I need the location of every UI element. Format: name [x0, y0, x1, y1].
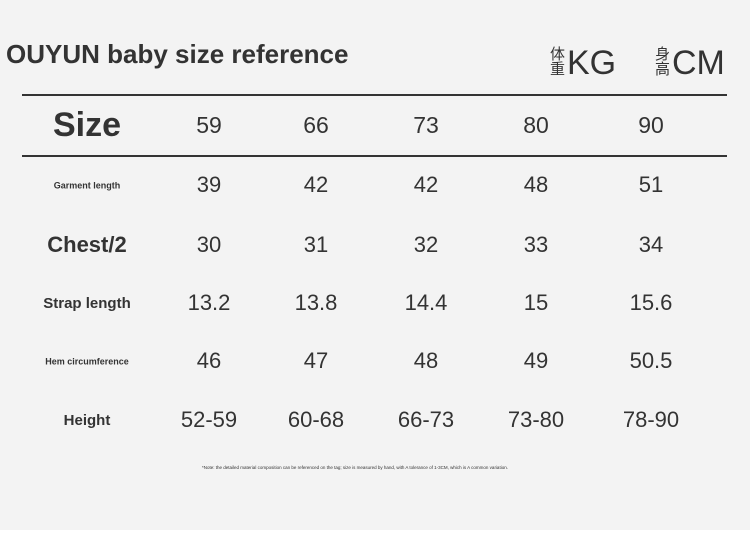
unit: CM — [672, 44, 725, 82]
cell: 50.5 — [630, 348, 673, 373]
cell: 46 — [197, 348, 221, 373]
row-label: Strap length — [43, 295, 131, 312]
header-cell: 73 — [413, 112, 439, 138]
unit: KG — [567, 44, 616, 82]
cell: 30 — [197, 232, 221, 257]
cell: 49 — [524, 348, 548, 373]
row-label: Garment length — [54, 180, 121, 190]
cell: 60-68 — [288, 407, 344, 432]
cell: 78-90 — [623, 407, 679, 432]
cell: 52-59 — [181, 407, 237, 432]
cell: 32 — [414, 232, 438, 257]
cell: 13.2 — [188, 290, 231, 315]
cell: 33 — [524, 232, 548, 257]
cell: 31 — [304, 232, 328, 257]
row-label: Chest/2 — [47, 232, 126, 257]
cell: 42 — [304, 172, 328, 197]
note: *Note: the detailed material composition… — [202, 465, 508, 470]
cell: 47 — [304, 348, 328, 373]
unit-label: 身高 — [653, 46, 670, 76]
row-label: Hem circumference — [45, 356, 129, 366]
row-label: Height — [64, 412, 111, 429]
cell: 73-80 — [508, 407, 564, 432]
cell: 48 — [414, 348, 438, 373]
background — [0, 0, 750, 530]
cell: 13.8 — [295, 290, 338, 315]
unit-label: 体重 — [548, 46, 565, 76]
header-cell: 90 — [638, 112, 664, 138]
cell: 14.4 — [405, 290, 448, 315]
cell: 34 — [639, 232, 663, 257]
header-cell: 66 — [303, 112, 329, 138]
cell: 66-73 — [398, 407, 454, 432]
title: OUYUN baby size reference — [6, 39, 348, 69]
table: Size 59 66 73 80 90 Garment length 39 42 42 48 51 Ch… — [43, 106, 679, 432]
header-cell: 59 — [196, 112, 222, 138]
header-cell: 80 — [523, 112, 549, 138]
cell: 15 — [524, 290, 548, 315]
cell: 48 — [524, 172, 548, 197]
cell: 51 — [639, 172, 663, 197]
header-label: Size — [53, 106, 121, 144]
cell: 15.6 — [630, 290, 673, 315]
cell: 42 — [414, 172, 438, 197]
cell: 39 — [197, 172, 221, 197]
